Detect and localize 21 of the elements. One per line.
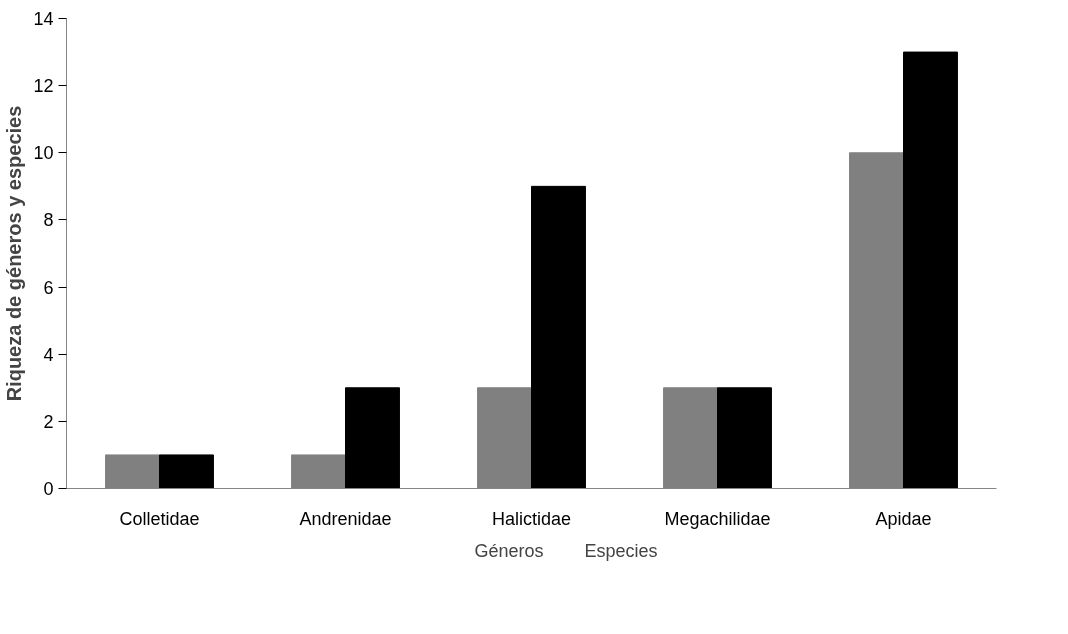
text: Especies xyxy=(584,540,658,562)
text: Géneros xyxy=(474,540,544,562)
x-tick-label: Halictidae xyxy=(491,508,572,529)
x-tick-label: Colletidae xyxy=(119,508,200,529)
x-tick-label: Megachilidae xyxy=(664,508,771,529)
bar xyxy=(159,454,214,489)
bar xyxy=(531,185,586,489)
y-tick-label: 4 xyxy=(43,344,54,365)
y-tick-label: 8 xyxy=(43,210,54,231)
y-tick-label: 14 xyxy=(33,9,54,29)
bar xyxy=(903,51,958,489)
bar xyxy=(345,387,400,489)
bar xyxy=(717,387,772,489)
y-axis-title: Riqueza de géneros y especies xyxy=(3,105,26,402)
x-tick-label: Andrenidae xyxy=(299,508,392,529)
y-tick-label: 12 xyxy=(33,76,54,97)
x-tick-label: Apidae xyxy=(875,508,932,529)
y-tick-label: 2 xyxy=(43,411,54,432)
y-tick-label: 10 xyxy=(33,143,54,164)
y-tick-label: 6 xyxy=(43,277,54,298)
y-tick-label: 0 xyxy=(43,479,54,499)
